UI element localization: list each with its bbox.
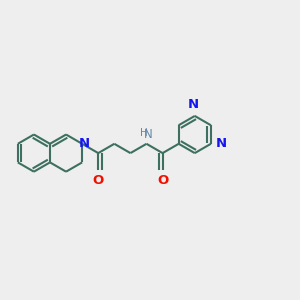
Text: O: O xyxy=(157,174,168,187)
Text: N: N xyxy=(79,137,90,150)
Text: N: N xyxy=(188,98,199,111)
Text: H: H xyxy=(140,128,148,138)
Text: N: N xyxy=(215,137,226,150)
Text: O: O xyxy=(93,174,104,187)
Text: N: N xyxy=(144,128,153,141)
